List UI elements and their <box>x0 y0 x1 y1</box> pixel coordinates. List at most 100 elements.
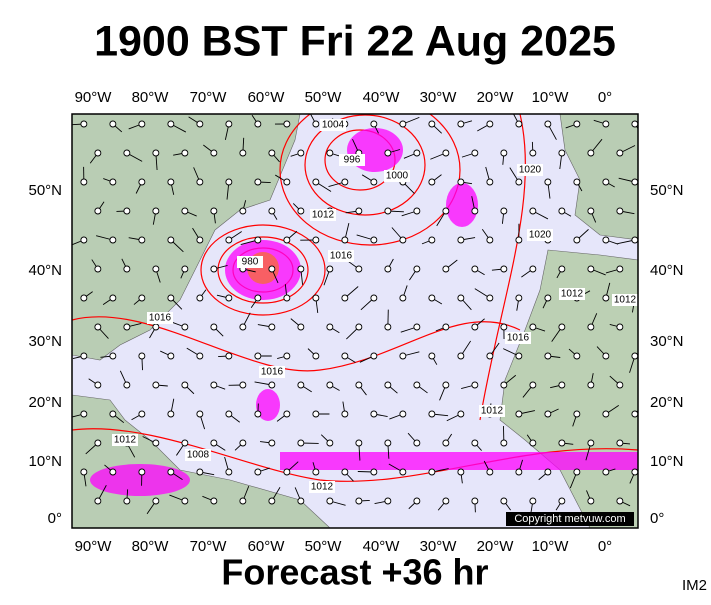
station <box>588 498 594 504</box>
station <box>240 150 246 156</box>
station <box>168 469 174 475</box>
station <box>559 382 565 388</box>
station <box>153 266 159 272</box>
station <box>182 324 188 330</box>
station <box>632 469 638 475</box>
station <box>342 179 348 185</box>
station <box>255 179 261 185</box>
station <box>559 440 565 446</box>
station <box>110 411 116 417</box>
station <box>313 179 319 185</box>
station <box>168 295 174 301</box>
station <box>240 324 246 330</box>
station <box>95 324 101 330</box>
station <box>197 411 203 417</box>
station <box>632 237 638 243</box>
station <box>516 179 522 185</box>
longitude-label-top: 20°W <box>477 89 515 106</box>
longitude-label-bottom: 0° <box>598 538 612 555</box>
station <box>414 382 420 388</box>
station <box>458 179 464 185</box>
station <box>81 179 87 185</box>
station <box>429 353 435 359</box>
station <box>429 295 435 301</box>
isobar-label: 1004 <box>322 120 345 131</box>
station <box>385 498 391 504</box>
station <box>168 179 174 185</box>
station <box>139 295 145 301</box>
station <box>429 469 435 475</box>
station <box>443 150 449 156</box>
station <box>327 498 333 504</box>
station <box>414 498 420 504</box>
isobar-label: 996 <box>344 155 361 166</box>
latitude-label-left: 40°N <box>28 262 62 279</box>
station <box>269 150 275 156</box>
station <box>255 353 261 359</box>
station <box>472 150 478 156</box>
station <box>110 179 116 185</box>
station <box>501 208 507 214</box>
station <box>603 237 609 243</box>
station <box>153 382 159 388</box>
station <box>545 411 551 417</box>
station <box>559 498 565 504</box>
station <box>400 469 406 475</box>
longitude-label-top: 60°W <box>248 89 286 106</box>
station <box>617 324 623 330</box>
latitude-label-right: 40°N <box>650 262 684 279</box>
station <box>530 498 536 504</box>
station <box>197 121 203 127</box>
station <box>516 353 522 359</box>
station <box>211 150 217 156</box>
station <box>139 353 145 359</box>
latitude-label-left: 20°N <box>28 394 62 411</box>
station <box>255 237 261 243</box>
station <box>458 121 464 127</box>
station <box>211 382 217 388</box>
image-id: IM2 <box>682 577 707 594</box>
station <box>313 469 319 475</box>
station <box>472 208 478 214</box>
station <box>81 121 87 127</box>
latitude-label-left: 30°N <box>28 333 62 350</box>
latitude-label-left: 50°N <box>28 182 62 199</box>
station <box>81 237 87 243</box>
station <box>269 266 275 272</box>
station <box>153 498 159 504</box>
station <box>574 469 580 475</box>
title: 1900 BST Fri 22 Aug 2025 <box>94 17 616 65</box>
station <box>298 324 304 330</box>
station <box>545 469 551 475</box>
station <box>356 440 362 446</box>
station <box>284 411 290 417</box>
station <box>95 440 101 446</box>
longitude-label-top: 30°W <box>420 89 458 106</box>
station <box>574 237 580 243</box>
station <box>501 382 507 388</box>
station <box>313 237 319 243</box>
station <box>545 295 551 301</box>
latitude-label-right: 0° <box>650 510 664 527</box>
latitude-label-left: 0° <box>48 510 62 527</box>
station <box>414 440 420 446</box>
station <box>588 150 594 156</box>
station <box>139 237 145 243</box>
station <box>414 208 420 214</box>
station <box>617 208 623 214</box>
station <box>298 498 304 504</box>
station <box>487 353 493 359</box>
latitude-label-right: 10°N <box>650 453 684 470</box>
station <box>211 324 217 330</box>
station <box>95 498 101 504</box>
longitude-label-top: 80°W <box>132 89 170 106</box>
isobar-label: 1016 <box>149 313 172 324</box>
station <box>559 266 565 272</box>
station <box>124 150 130 156</box>
station <box>284 295 290 301</box>
station <box>313 295 319 301</box>
station <box>414 266 420 272</box>
longitude-label-top: 90°W <box>75 89 113 106</box>
isobar-label: 1000 <box>386 171 409 182</box>
station <box>327 150 333 156</box>
